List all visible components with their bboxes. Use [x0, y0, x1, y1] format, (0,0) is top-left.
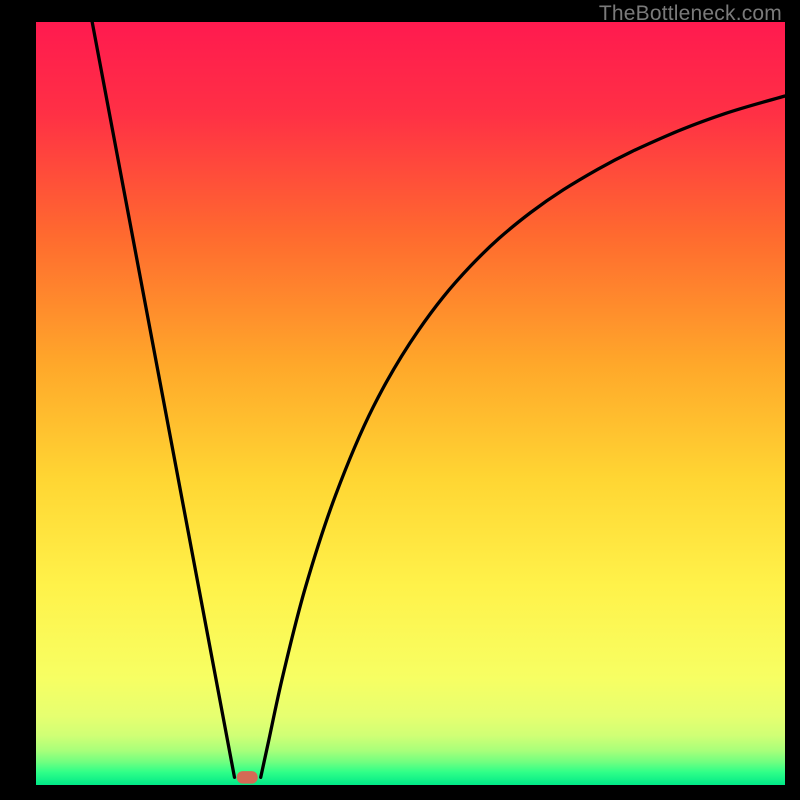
- plot-area: [36, 22, 785, 785]
- figure-root: TheBottleneck.com: [0, 0, 800, 800]
- bottleneck-curve: [36, 22, 785, 785]
- bottleneck-curve-path: [92, 22, 785, 777]
- optimal-point-marker: [237, 771, 258, 784]
